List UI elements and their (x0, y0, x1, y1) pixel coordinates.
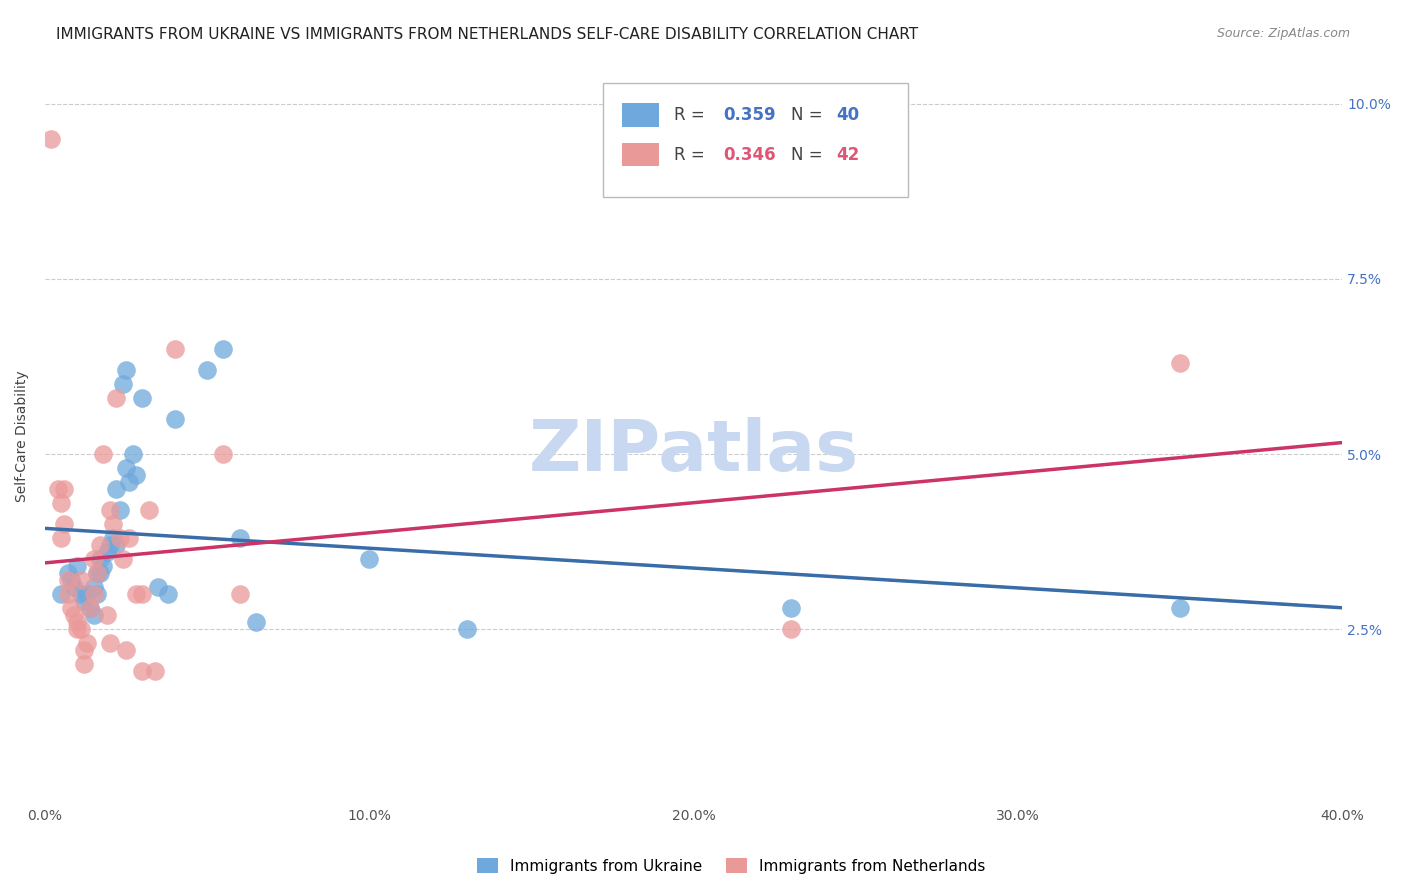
Text: N =: N = (792, 106, 828, 124)
Point (73, 643, 96, 657)
Point (1168, 356, 1191, 370)
Point (83, 580, 105, 594)
Point (79, 601, 101, 615)
Text: 0.346: 0.346 (724, 145, 776, 163)
Point (56, 566, 79, 581)
Point (148, 580, 170, 594)
Point (98, 538, 121, 552)
Point (115, 643, 138, 657)
Point (131, 391, 153, 405)
Point (245, 615, 267, 630)
Point (63, 608, 86, 623)
FancyBboxPatch shape (603, 83, 908, 197)
Point (195, 363, 218, 377)
Point (69, 587, 91, 601)
Text: 0.359: 0.359 (724, 106, 776, 124)
Point (59, 601, 82, 615)
Point (108, 531, 131, 545)
Point (56, 587, 79, 601)
Point (1168, 601, 1191, 615)
Point (163, 342, 186, 356)
Point (86, 566, 108, 581)
Point (69, 574, 91, 588)
Point (143, 665, 166, 679)
Text: ZIPatlas: ZIPatlas (529, 417, 859, 486)
Point (56, 574, 79, 588)
Point (89, 566, 111, 581)
Text: R =: R = (673, 106, 710, 124)
Text: N =: N = (792, 145, 828, 163)
Point (51, 587, 73, 601)
Point (76, 587, 98, 601)
Point (228, 587, 250, 601)
Point (51, 531, 73, 545)
Point (66, 559, 89, 574)
Point (212, 342, 235, 356)
Point (105, 538, 128, 552)
Text: 40: 40 (837, 106, 859, 124)
Point (115, 363, 138, 377)
Point (96, 545, 118, 559)
Point (93, 559, 115, 574)
Point (105, 391, 128, 405)
Point (59, 574, 82, 588)
Point (108, 503, 131, 517)
FancyBboxPatch shape (623, 103, 658, 127)
Point (131, 587, 153, 601)
Point (66, 623, 89, 637)
Point (115, 461, 138, 475)
Point (53, 517, 76, 532)
Point (76, 636, 98, 650)
Text: Source: ZipAtlas.com: Source: ZipAtlas.com (1216, 27, 1350, 40)
Point (66, 615, 89, 630)
Point (53, 482, 76, 496)
Text: R =: R = (673, 145, 710, 163)
Point (125, 468, 148, 483)
Point (121, 447, 143, 461)
Point (98, 503, 121, 517)
Y-axis label: Self-Care Disability: Self-Care Disability (15, 371, 30, 502)
Point (86, 566, 108, 581)
Point (46, 482, 69, 496)
Point (138, 503, 160, 517)
Text: 42: 42 (837, 145, 859, 163)
Point (41, 131, 63, 145)
Point (79, 601, 101, 615)
Point (131, 665, 153, 679)
Point (228, 531, 250, 545)
Point (73, 594, 96, 608)
Point (105, 482, 128, 496)
Point (780, 601, 803, 615)
Point (359, 552, 381, 566)
Point (125, 587, 148, 601)
Point (98, 636, 121, 650)
Point (93, 447, 115, 461)
Point (780, 623, 803, 637)
Point (212, 447, 235, 461)
Point (73, 657, 96, 672)
Legend: Immigrants from Ukraine, Immigrants from Netherlands: Immigrants from Ukraine, Immigrants from… (471, 852, 991, 880)
Point (118, 531, 141, 545)
Point (51, 496, 73, 510)
Point (118, 475, 141, 490)
Point (163, 412, 186, 426)
Point (101, 517, 124, 532)
Point (111, 552, 134, 566)
Point (96, 608, 118, 623)
Point (63, 580, 86, 594)
Point (86, 587, 108, 601)
Point (101, 531, 124, 545)
Text: IMMIGRANTS FROM UKRAINE VS IMMIGRANTS FROM NETHERLANDS SELF-CARE DISABILITY CORR: IMMIGRANTS FROM UKRAINE VS IMMIGRANTS FR… (56, 27, 918, 42)
Point (89, 538, 111, 552)
Point (83, 608, 105, 623)
Point (456, 623, 478, 637)
Point (83, 587, 105, 601)
FancyBboxPatch shape (623, 143, 658, 167)
Point (83, 552, 105, 566)
Point (111, 376, 134, 391)
Point (157, 587, 180, 601)
Point (69, 623, 91, 637)
Point (89, 552, 111, 566)
